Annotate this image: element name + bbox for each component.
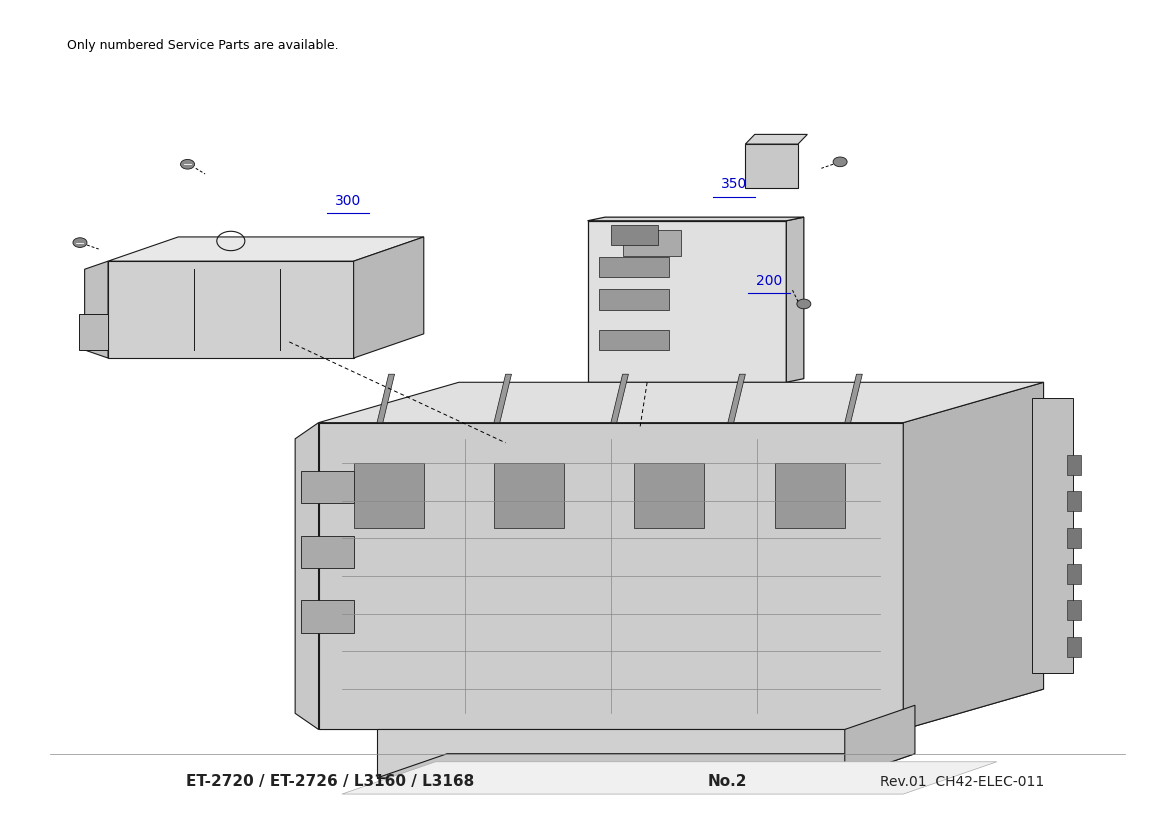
Bar xyxy=(599,257,670,277)
Polygon shape xyxy=(727,374,745,423)
Bar xyxy=(1067,637,1081,657)
Polygon shape xyxy=(588,217,804,221)
Polygon shape xyxy=(588,221,786,382)
Bar xyxy=(745,144,798,189)
Polygon shape xyxy=(845,705,915,778)
Bar xyxy=(494,463,564,528)
Bar xyxy=(354,463,424,528)
Polygon shape xyxy=(377,374,395,423)
Bar xyxy=(611,225,658,245)
Bar xyxy=(1067,455,1081,475)
Polygon shape xyxy=(611,374,629,423)
Text: Only numbered Service Parts are available.: Only numbered Service Parts are availabl… xyxy=(67,39,338,52)
Bar xyxy=(774,463,845,528)
Polygon shape xyxy=(377,754,915,778)
Polygon shape xyxy=(786,217,804,382)
Polygon shape xyxy=(108,237,424,261)
Bar xyxy=(599,330,670,350)
Circle shape xyxy=(181,159,195,169)
Polygon shape xyxy=(1032,398,1073,673)
Polygon shape xyxy=(377,729,845,778)
Polygon shape xyxy=(318,423,904,729)
Polygon shape xyxy=(301,536,354,568)
Text: 300: 300 xyxy=(335,193,361,207)
Bar xyxy=(623,230,681,256)
Polygon shape xyxy=(494,374,511,423)
Circle shape xyxy=(797,299,811,309)
Circle shape xyxy=(833,157,847,167)
Polygon shape xyxy=(745,134,807,144)
Bar xyxy=(1067,528,1081,548)
Bar xyxy=(79,314,108,350)
Bar xyxy=(1067,564,1081,584)
Polygon shape xyxy=(295,423,318,729)
Polygon shape xyxy=(301,600,354,633)
Bar xyxy=(1067,600,1081,620)
Polygon shape xyxy=(845,374,862,423)
Bar xyxy=(599,289,670,310)
Bar xyxy=(634,463,705,528)
Bar xyxy=(1067,491,1081,511)
Text: ET-2720 / ET-2726 / L3160 / L3168: ET-2720 / ET-2726 / L3160 / L3168 xyxy=(186,775,475,789)
Text: 350: 350 xyxy=(720,177,747,191)
Circle shape xyxy=(73,237,87,247)
Polygon shape xyxy=(85,261,108,358)
Polygon shape xyxy=(904,382,1043,729)
Polygon shape xyxy=(318,382,1043,423)
Polygon shape xyxy=(318,689,1043,729)
Polygon shape xyxy=(342,762,996,794)
Text: Rev.01  CH42-ELEC-011: Rev.01 CH42-ELEC-011 xyxy=(880,775,1043,789)
Polygon shape xyxy=(108,261,354,358)
Text: No.2: No.2 xyxy=(709,775,747,789)
Polygon shape xyxy=(354,237,424,358)
Text: 200: 200 xyxy=(756,274,781,289)
Polygon shape xyxy=(301,471,354,503)
